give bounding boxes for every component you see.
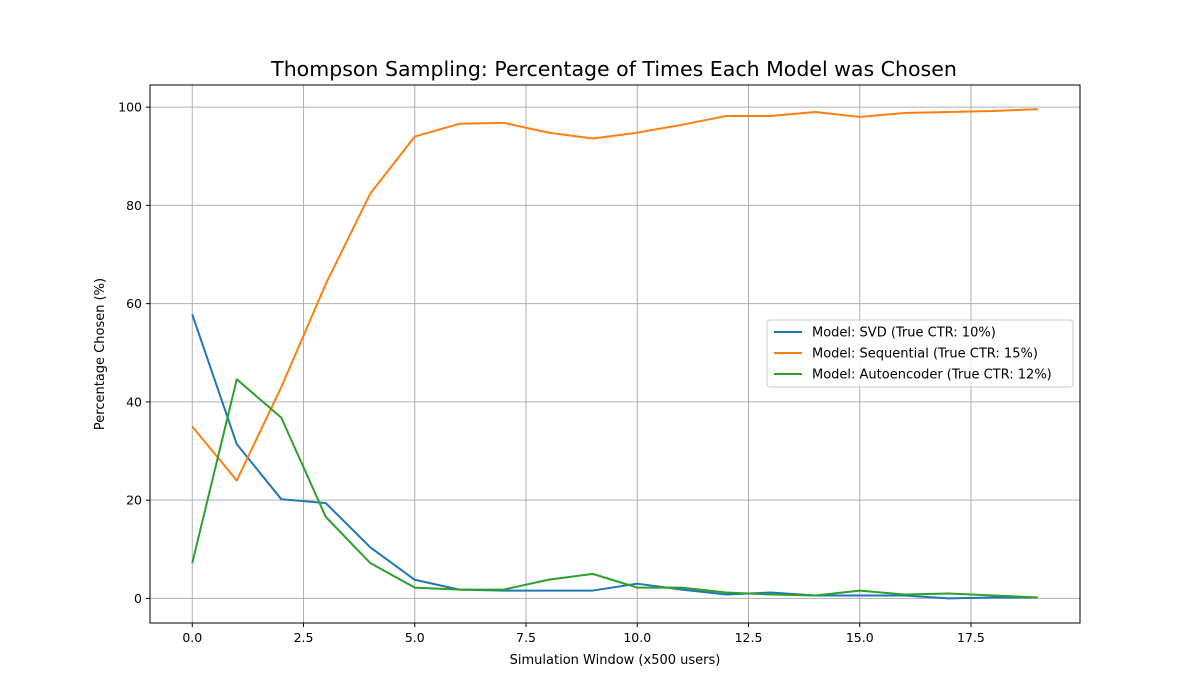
y-tick-label: 100 (118, 100, 142, 115)
x-tick-label: 5.0 (405, 630, 425, 645)
x-tick-label: 0.0 (182, 630, 202, 645)
x-tick-label: 2.5 (294, 630, 314, 645)
legend-box (766, 319, 1074, 388)
y-tick-label: 0 (134, 591, 142, 606)
legend: Model: SVD (True CTR: 10%) Model: Sequent… (766, 319, 1074, 388)
series-group (191, 108, 1038, 600)
x-tick-label: 12.5 (735, 630, 763, 645)
series-line-0 (191, 314, 1038, 600)
y-axis-ticks: 0 20 40 60 80 100 (118, 100, 150, 606)
x-tick-label: 17.5 (957, 630, 985, 645)
y-tick-label: 80 (126, 198, 142, 213)
y-tick-label: 40 (126, 394, 142, 409)
x-tick-label: 7.5 (516, 630, 536, 645)
series-line-2 (191, 378, 1038, 599)
legend-label-2: Model: Autoencoder (True CTR: 12%) (812, 368, 1052, 383)
y-tick-label: 20 (126, 493, 142, 508)
chart-title: Thompson Sampling: Percentage of Times E… (270, 57, 957, 81)
x-axis-label: Simulation Window (x500 users) (510, 653, 721, 668)
series-line-1 (191, 108, 1038, 482)
x-tick-label: 10.0 (623, 630, 651, 645)
y-tick-label: 60 (126, 296, 142, 311)
legend-label-1: Model: Sequential (True CTR: 15%) (812, 347, 1038, 362)
x-axis-ticks: 0.0 2.5 5.0 7.5 10.0 12.5 15.0 17.5 (182, 623, 985, 645)
x-tick-label: 15.0 (846, 630, 874, 645)
plot-frame (149, 84, 1081, 624)
legend-label-0: Model: SVD (True CTR: 10%) (812, 326, 996, 341)
y-axis-label: Percentage Chosen (%) (93, 278, 108, 430)
grid (150, 85, 1080, 623)
